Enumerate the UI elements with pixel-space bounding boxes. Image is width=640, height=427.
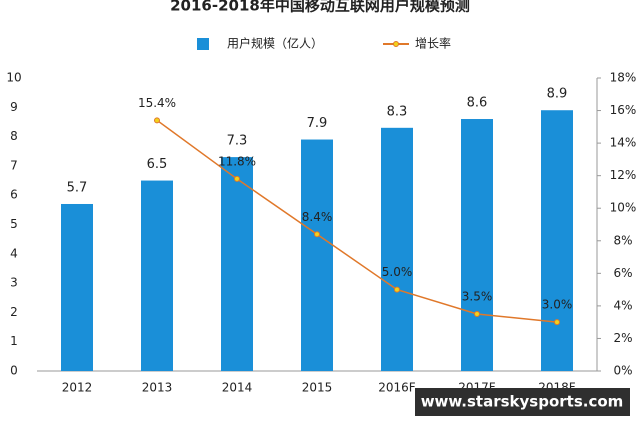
y2-tick-label: 8% — [613, 233, 632, 247]
y-tick-label: 9 — [10, 100, 18, 114]
watermark-bg — [415, 388, 630, 416]
line-marker — [234, 175, 240, 182]
x-tick-label: 2013 — [142, 381, 173, 395]
line-value-label: 5.0% — [382, 265, 413, 279]
line — [156, 119, 558, 323]
bar-value-label: 5.7 — [67, 180, 88, 195]
line-marker — [474, 311, 480, 318]
legend-label: 用户规模（亿人） — [227, 36, 323, 51]
line-value-label: 3.5% — [462, 290, 493, 304]
bar-value-label: 7.3 — [227, 134, 248, 149]
y2-tick-label: 0% — [613, 364, 632, 378]
legend-label: 增长率 — [415, 36, 451, 51]
y-tick-label: 3 — [10, 276, 18, 290]
y-tick-label: 7 — [10, 158, 18, 172]
line-value-label: 15.4% — [138, 96, 176, 110]
line-value-label: 11.8% — [218, 154, 256, 168]
y2-tick-label: 18% — [610, 71, 637, 85]
y-tick-label: 1 — [10, 334, 18, 348]
y-tick-label: 2 — [10, 305, 18, 319]
y-tick-label: 5 — [10, 217, 18, 231]
line-marker — [394, 286, 400, 293]
x-tick-label: 2016F — [378, 381, 416, 395]
chart-title: 2016-2018年中国移动互联网用户规模预测 — [170, 0, 470, 15]
bar — [221, 157, 253, 371]
bar — [141, 180, 173, 371]
bar — [541, 110, 573, 371]
x-tick-label: 2015 — [302, 381, 333, 395]
bar-value-label: 8.9 — [547, 87, 568, 102]
line-marker — [554, 319, 560, 326]
y2-tick-label: 12% — [610, 168, 637, 182]
y2-tick-label: 2% — [613, 331, 632, 345]
bar-value-label: 6.5 — [147, 157, 168, 172]
y-tick-label: 10 — [6, 71, 21, 85]
bar — [461, 119, 493, 372]
bar-value-label: 7.9 — [307, 116, 328, 131]
y-tick-label: 8 — [10, 129, 18, 143]
x-tick-label: 2014 — [222, 381, 253, 395]
bar — [61, 203, 93, 371]
y-tick-label: 6 — [10, 188, 18, 202]
bar-value-label: 8.6 — [467, 96, 488, 111]
y2-tick-label: 14% — [610, 136, 637, 150]
y-tick-label: 4 — [10, 246, 18, 260]
watermark: www.starskysports.com — [421, 393, 624, 411]
y2-tick-label: 6% — [613, 266, 632, 280]
y2-tick-label: 4% — [613, 298, 632, 312]
bar — [301, 139, 333, 371]
bar-value-label: 8.3 — [387, 104, 408, 119]
x-tick-label: 2012 — [62, 381, 93, 395]
legend-swatch — [197, 38, 209, 50]
line-value-label: 8.4% — [302, 210, 333, 224]
line-marker — [314, 231, 320, 238]
y-tick-label: 0 — [10, 364, 18, 378]
line-marker — [154, 117, 160, 124]
y2-tick-label: 16% — [610, 103, 637, 117]
line-value-label: 3.0% — [542, 298, 573, 312]
bar — [381, 127, 413, 371]
y2-tick-label: 10% — [610, 201, 637, 215]
legend-marker — [393, 41, 399, 47]
